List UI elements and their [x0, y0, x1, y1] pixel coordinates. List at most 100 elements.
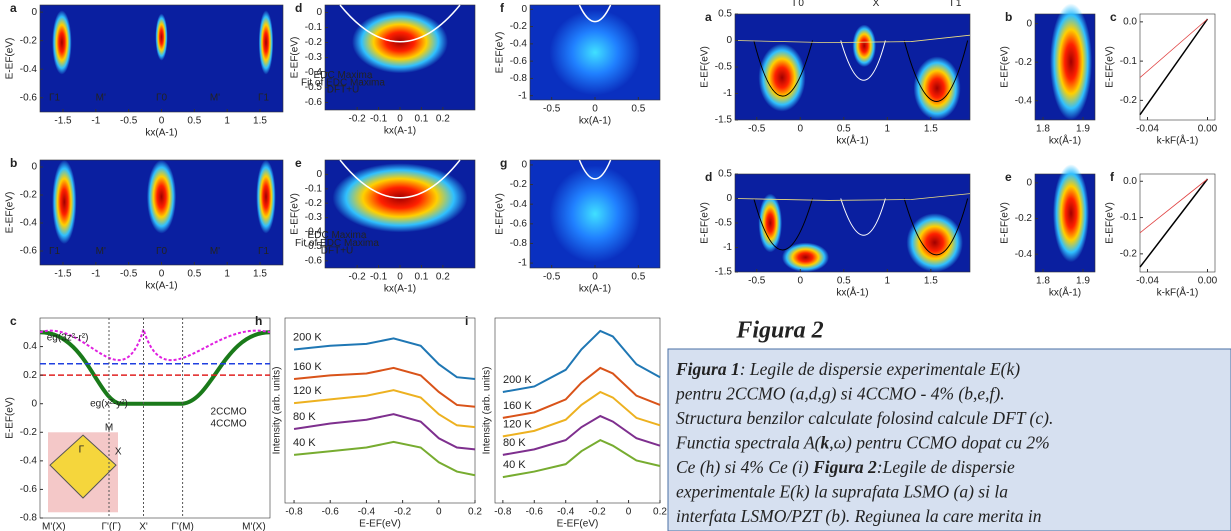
x-tick-label: 1.5: [253, 116, 267, 127]
y-tick-label: 0.0: [1123, 16, 1137, 27]
caption-line: Structura benzilor calculate folosind ca…: [676, 408, 1053, 428]
y-tick-label: -0.8: [20, 513, 38, 524]
x-tick-label: 0: [592, 104, 598, 115]
y-axis-label: E-EF(eV): [1000, 202, 1011, 244]
intensity-blob: [1050, 3, 1092, 120]
x-tick-label: 1.5: [924, 276, 938, 287]
x-tick-label: 1.8: [1036, 276, 1050, 287]
spectrum-line: [502, 414, 661, 456]
caption-text: experimentale E(k) la suprafata LSMO (a)…: [676, 482, 1008, 502]
x-tick-label: -0.8: [494, 507, 512, 518]
y-tick-label: -0.6: [20, 484, 38, 495]
x-tick-label: 1: [224, 269, 230, 280]
dispersion-curve: [753, 198, 814, 251]
y-tick-label: -0.5: [715, 62, 733, 73]
caption: Figura 1: Legile de dispersie experiment…: [674, 359, 1053, 526]
annotation: Γ1: [258, 246, 270, 257]
x-tick-label: -0.5: [543, 272, 561, 283]
y-axis-label: E-EF(eV): [5, 38, 16, 80]
caption-text: Structura benzilor calculate folosind ca…: [676, 408, 1053, 428]
intensity-blob: [852, 24, 876, 67]
x-axis-label: E-EF(eV): [359, 519, 401, 530]
caption-text: k: [821, 433, 830, 453]
x-tick-label: 0: [397, 272, 403, 283]
y-tick-label: -0.8: [510, 73, 528, 84]
spectrum-line: [502, 366, 661, 419]
panel-letter: e: [1005, 170, 1012, 184]
y-tick-label: 0: [31, 398, 37, 409]
x-tick-label: -1: [91, 116, 100, 127]
y-tick-label: -0.2: [1015, 57, 1033, 68]
plot-area: [494, 317, 661, 504]
y-tick-label: -0.6: [510, 218, 528, 229]
y-tick-label: 0.2: [23, 370, 37, 381]
x-tick-label: 0.2: [653, 507, 667, 518]
annotation: DFT+U: [321, 245, 354, 256]
x-tick-label: 0.5: [187, 269, 201, 280]
x-tick-label: -0.5: [748, 276, 766, 287]
x-tick-label: 0.2: [468, 507, 482, 518]
x-tick-label: -0.04: [1136, 276, 1159, 287]
intensity-blob: [1053, 164, 1089, 263]
annotation: eg(x²-y²): [90, 399, 128, 410]
caption-text: Figura 1: [675, 359, 740, 379]
caption-text: Figura 2: [812, 457, 877, 477]
y-tick-label: -0.6: [510, 56, 528, 67]
y-tick-label: -0.2: [305, 37, 323, 48]
caption-text: Functia spectrala A(: [675, 433, 822, 453]
annotation: Fit of EDC Maxima: [295, 238, 379, 249]
x-tick-label: -0.2: [349, 114, 367, 125]
edc-trace: [734, 34, 971, 44]
dispersion-curve: [903, 198, 969, 256]
panel-letter: c: [10, 314, 17, 328]
y-tick-label: -0.2: [20, 190, 38, 201]
x-tick-label: M'(X): [242, 522, 266, 531]
plot-area: [284, 317, 476, 504]
x-axis-label: k-kF(Å-1): [1157, 286, 1199, 299]
x-tick-label: -0.2: [589, 507, 607, 518]
y-tick-label: -1: [518, 258, 527, 269]
y-tick-label: -0.4: [1015, 249, 1033, 260]
y-tick-label: -1.5: [715, 267, 733, 278]
panel-letter: i: [465, 314, 468, 328]
x-tick-label: -0.5: [543, 104, 561, 115]
intensity-blob: [758, 193, 782, 253]
plot-area: [1139, 173, 1216, 273]
y-tick-label: 0: [521, 160, 527, 171]
dispersion-curve: [840, 198, 886, 236]
intensity-blob: [906, 213, 963, 272]
annotation: 4CCMO: [211, 419, 247, 430]
y-tick-label: -0.6: [20, 92, 38, 103]
x-tick-label: 0.1: [414, 114, 428, 125]
x-tick-label: -1.5: [54, 116, 72, 127]
annotation: EDC Maxima: [314, 70, 373, 81]
x-tick-label: 0: [626, 507, 632, 518]
caption-line: Figura 1: Legile de dispersie experiment…: [675, 359, 1020, 379]
y-tick-label: -0.2: [20, 35, 38, 46]
x-axis-label: kx(Å-1): [836, 286, 868, 299]
x-tick-label: 1.5: [924, 124, 938, 135]
series-label: 40 K: [503, 459, 526, 471]
annotation: Γ0: [156, 93, 168, 104]
intensity-blob: [155, 13, 168, 61]
brillouin-diamond: [49, 434, 117, 499]
y-axis-label: E-EF(eV): [495, 193, 506, 235]
x-tick-label: 0: [797, 276, 803, 287]
caption-text: interfata LSMO/PZT (b). Regiunea la care…: [676, 506, 1042, 526]
x-tick-label: 0.00: [1198, 276, 1218, 287]
annotation: DFT+U: [327, 85, 360, 96]
y-tick-label: -1: [723, 88, 732, 99]
y-tick-label: 0: [1026, 178, 1032, 189]
caption-line: interfata LSMO/PZT (b). Regiunea la care…: [676, 506, 1042, 526]
intensity-blob: [146, 160, 177, 234]
y-tick-label: -0.1: [305, 183, 323, 194]
x-tick-label: 1: [885, 276, 891, 287]
intensity-blob: [913, 56, 961, 120]
spectrum-line: [502, 390, 661, 438]
x-tick-label: 0: [436, 507, 442, 518]
caption-line: pentru 2CCMO (a,d,g) si 4CCMO - 4% (b,e,…: [674, 384, 1005, 404]
x-tick-label: -0.4: [358, 507, 376, 518]
x-tick-label: -0.1: [370, 114, 388, 125]
x-axis-label: kx(A-1): [145, 281, 177, 292]
x-axis-label: kx(Å-1): [836, 134, 868, 147]
